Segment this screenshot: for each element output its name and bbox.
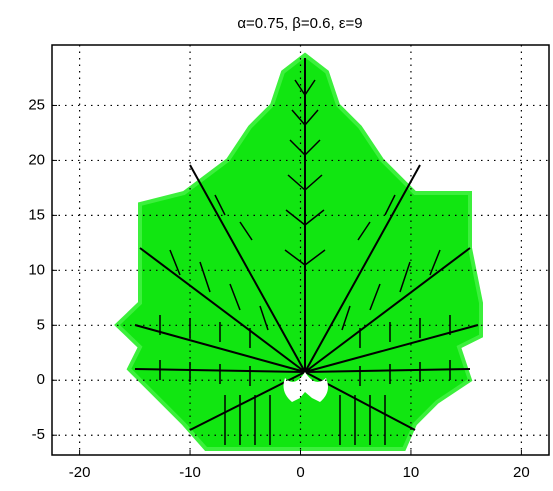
x-tick-label: -20 bbox=[69, 464, 91, 481]
x-tick-label: -10 bbox=[179, 464, 201, 481]
chart: α=0.75, β=0.6, ε=9 -20 -10 0 10 20 -5 0 5 10 15 20… bbox=[0, 0, 553, 491]
x-tick-label: 10 bbox=[403, 464, 420, 481]
y-tick-label: 0 bbox=[37, 371, 45, 388]
y-tick-label: -5 bbox=[32, 426, 45, 443]
y-tick-label: 20 bbox=[28, 151, 45, 168]
page: α=0.75, β=0.6, ε=9 -20 -10 0 10 20 -5 0 5 10 15 20… bbox=[0, 0, 553, 491]
chart-title: α=0.75, β=0.6, ε=9 bbox=[237, 15, 362, 32]
y-tick-label: 15 bbox=[28, 206, 45, 223]
x-tick-label: 0 bbox=[296, 464, 304, 481]
y-tick-label: 5 bbox=[37, 316, 45, 333]
x-tick-label: 20 bbox=[513, 464, 530, 481]
y-tick-label: 10 bbox=[28, 261, 45, 278]
y-tick-label: 25 bbox=[28, 96, 45, 113]
